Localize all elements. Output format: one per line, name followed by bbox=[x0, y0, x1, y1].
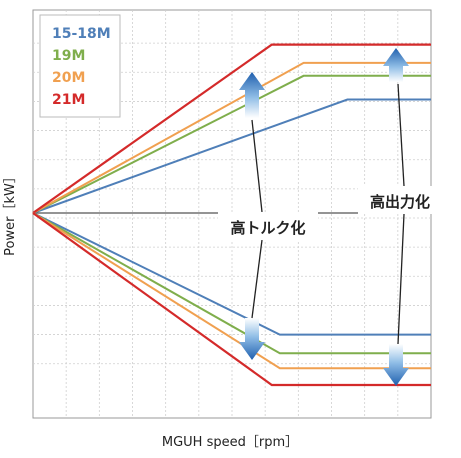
legend-box bbox=[39, 14, 121, 118]
x-axis-label: MGUH speed［rpm］ bbox=[162, 435, 298, 450]
power-arrow-down bbox=[383, 344, 409, 386]
series-line-19m-drive bbox=[32, 74, 431, 214]
power-connector-down bbox=[397, 213, 405, 345]
torque-connector-down bbox=[251, 239, 263, 319]
torque-annotation-box: 高トルク化 bbox=[218, 212, 318, 240]
torque-annotation-bg bbox=[218, 212, 318, 240]
power-connector-up bbox=[397, 83, 405, 187]
series-line-19m-regen bbox=[32, 212, 431, 355]
torque-arrow-down bbox=[239, 318, 265, 360]
legend: 15-18M 19M 20M 21M bbox=[39, 14, 121, 118]
torque-annotation-label: 高トルク化 bbox=[230, 219, 305, 237]
legend-entry-15-18m: 15-18M bbox=[52, 26, 111, 42]
torque-connector-up bbox=[251, 119, 263, 213]
legend-entry-21m: 21M bbox=[52, 92, 85, 108]
legend-entry-20m: 20M bbox=[52, 70, 85, 86]
series-line-15-18m-regen bbox=[32, 212, 431, 336]
legend-entry-19m: 19M bbox=[52, 48, 85, 64]
series-line-20m-regen bbox=[32, 212, 431, 370]
power-arrow-up bbox=[383, 48, 409, 82]
annotation-arrows bbox=[239, 48, 409, 386]
series-line-21m-drive bbox=[32, 43, 431, 214]
power-annotation-bg bbox=[358, 186, 442, 214]
power-annotation-box: 高出力化 bbox=[358, 186, 442, 214]
series-line-21m-regen bbox=[32, 212, 431, 387]
y-axis-label: Power［kW］ bbox=[3, 170, 18, 256]
power-annotation-label: 高出力化 bbox=[370, 193, 430, 211]
series-lines bbox=[32, 43, 431, 387]
series-line-15-18m-drive bbox=[32, 98, 431, 214]
torque-arrow-up bbox=[239, 72, 265, 118]
